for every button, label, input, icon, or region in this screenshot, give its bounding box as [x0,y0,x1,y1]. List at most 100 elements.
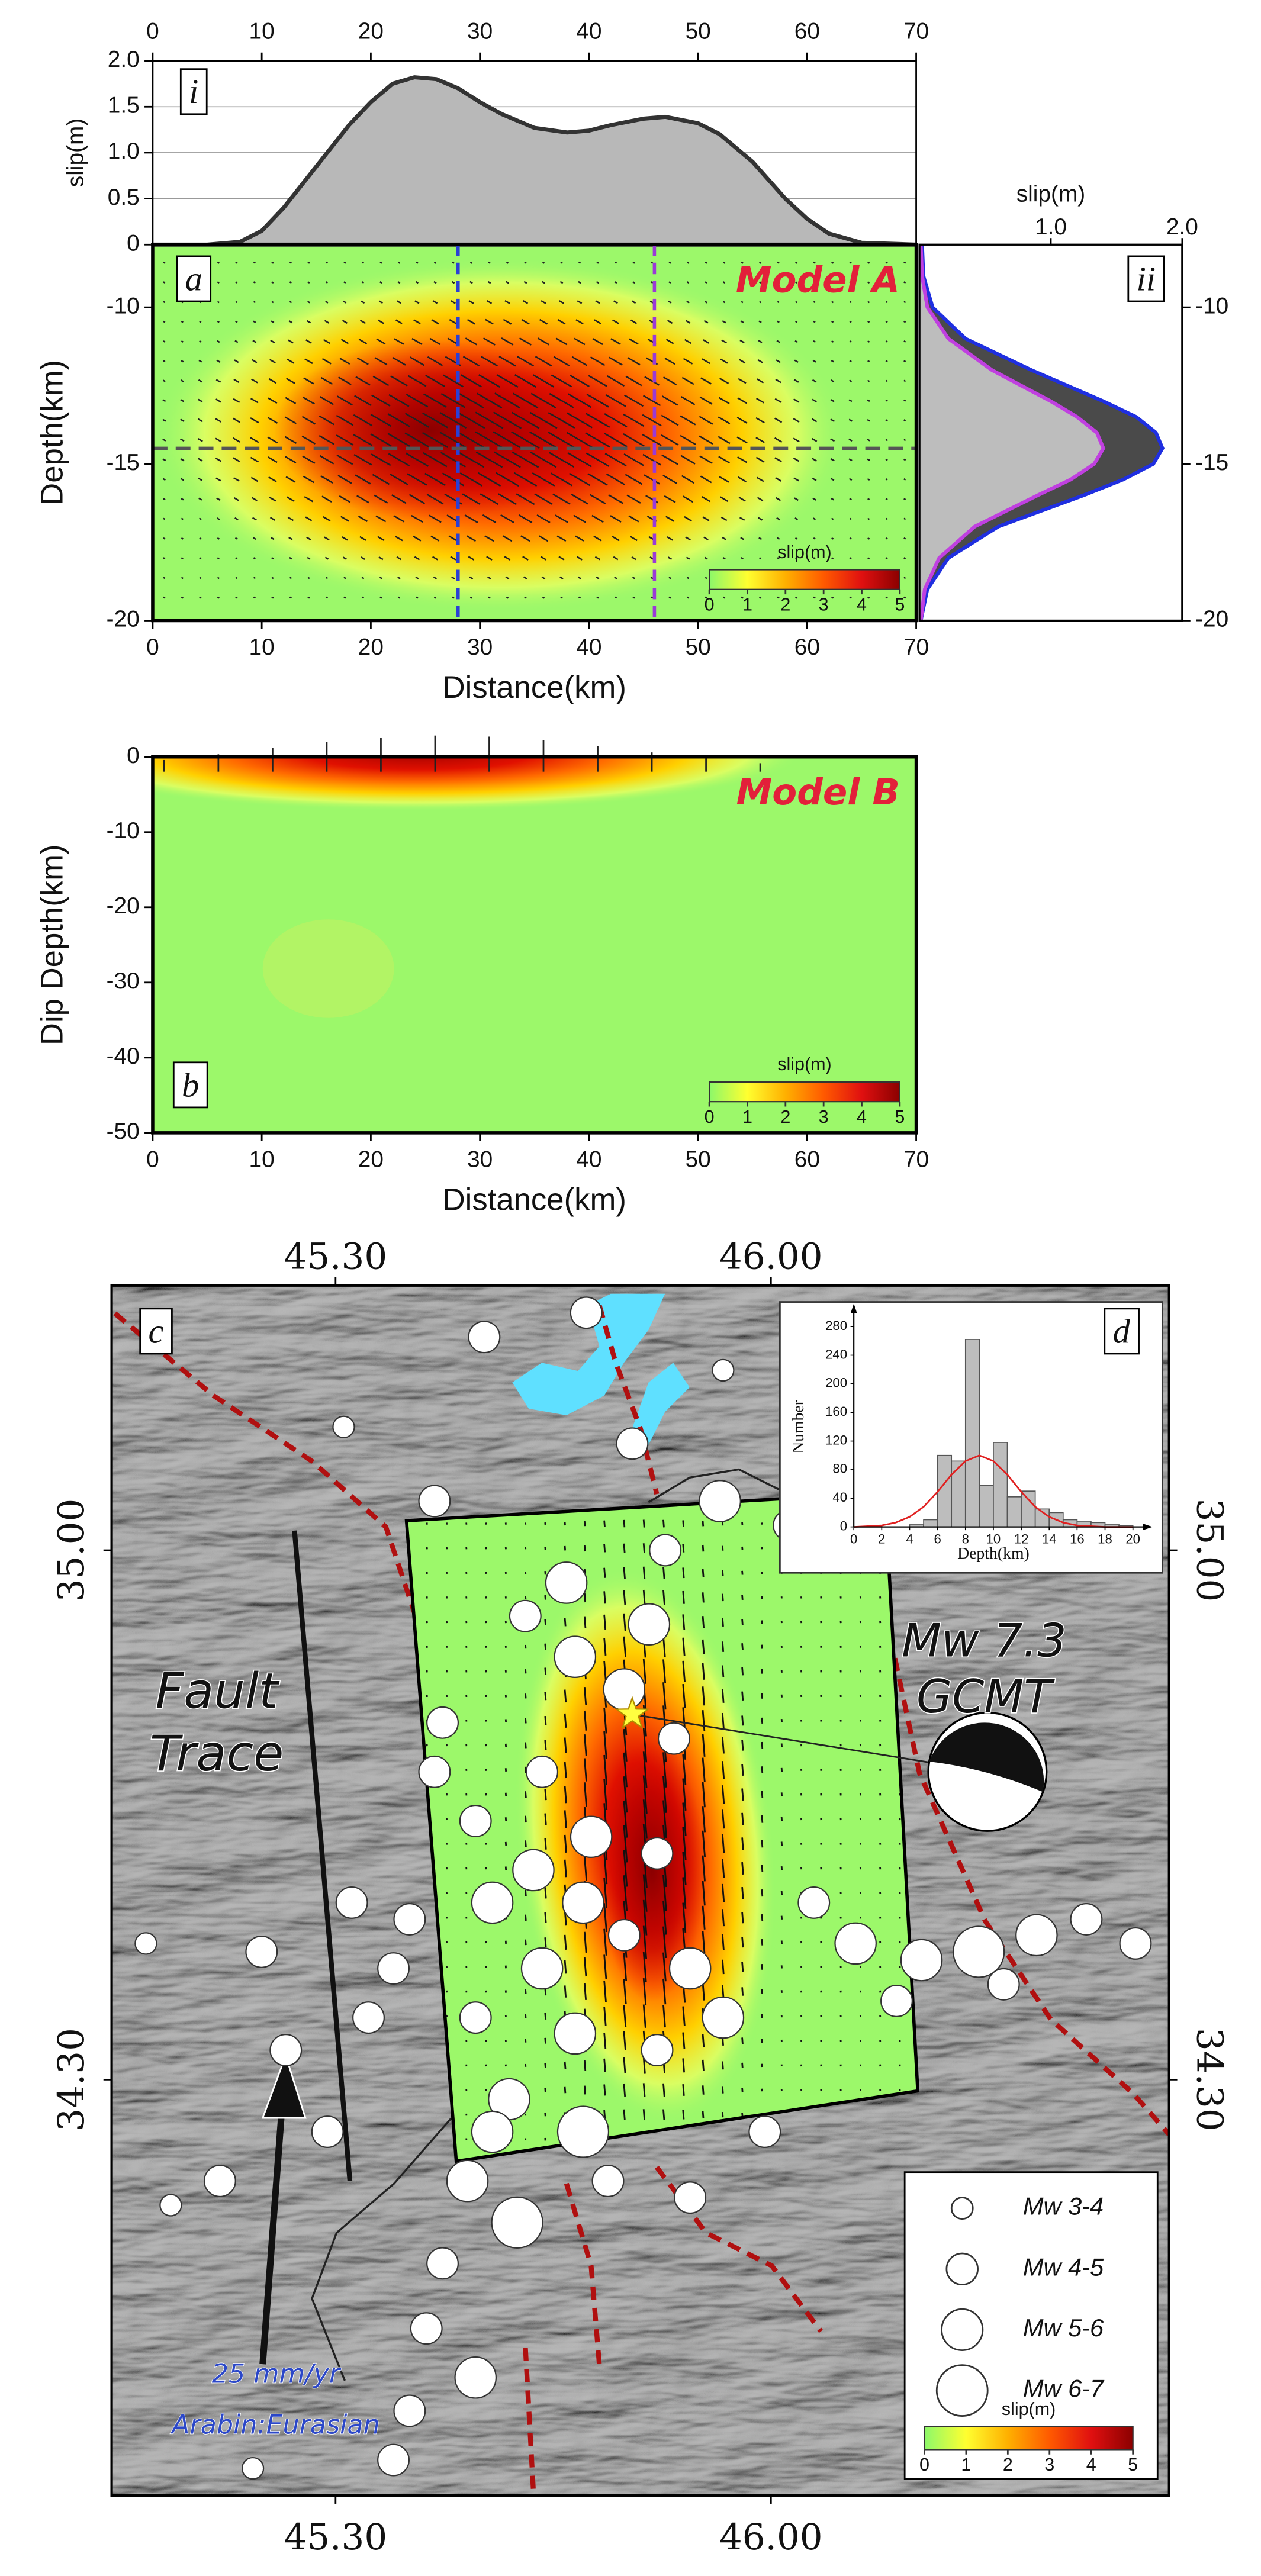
slip-arrow [284,436,297,445]
earthquake [607,1918,641,1952]
colorbar-tick-label: 3 [819,1107,829,1127]
slip-arrow [287,496,295,502]
slip-arrow [163,281,166,284]
slip-arrow [503,318,512,325]
slip-arrow [217,261,220,264]
slip-arrow [163,557,166,559]
slip-arrow [512,392,539,409]
slip-arrow [197,418,203,423]
x-tick-label: 14 [1042,1532,1057,1547]
y-tick-label: -15 [1195,450,1228,475]
slip-arrow [361,261,364,264]
slip-arrow [741,1962,744,1972]
slip-arrow [321,358,332,365]
hist-bar [951,1460,966,1528]
slip-arrow [397,576,401,579]
y-tick-label: 0 [127,231,140,256]
slip-arrow [831,557,834,559]
y-tick-label: 2.0 [108,47,140,72]
slip-arrow [343,596,346,599]
slip-arrow [452,261,455,264]
slip-arrow [485,318,494,325]
slip-arrow [741,556,744,560]
slip-arrow [486,300,493,304]
x-tick-label: 50 [686,635,711,660]
slip-arrow [848,399,853,402]
y-axis-label: Number [789,1400,807,1454]
slip-arrow [721,2086,724,2094]
slip-arrow [252,359,258,363]
slip-arrow [432,300,438,304]
slip-arrow [903,537,906,540]
slip-arrow [452,596,455,599]
slip-arrow [831,517,834,520]
slip-arrow [423,393,447,408]
slip-arrow [458,392,484,408]
slip-arrow [397,261,401,264]
slip-arrow [761,1791,764,1798]
slip-arrow [699,416,713,425]
earthquake [668,1947,712,1990]
slip-arrow [721,1712,725,1728]
slip-arrow [577,576,582,579]
slip-arrow [429,337,441,346]
slip-arrow [271,596,274,599]
slip-arrow [867,537,870,540]
slip-arrow [885,557,888,559]
x-tick-label: 70 [903,19,929,44]
slip-arrow [511,431,540,449]
slip-arrow [668,577,671,579]
slip-arrow [425,375,445,387]
slip-arrow [682,2084,685,2096]
slip-arrow [741,2062,744,2068]
slip-arrow [721,1593,724,1602]
slip-arrow [578,596,581,599]
slip-arrow [486,556,493,561]
slip-arrow [377,319,384,324]
slip-arrow [682,1590,685,1604]
slip-area [150,75,919,247]
slip-arrow [642,1899,648,1936]
slip-arrow [738,496,746,502]
slip-arrow [759,261,762,264]
colorbar-tick-label: 1 [961,2455,971,2475]
slip-arrow [379,281,382,284]
slip-arrow [741,1788,744,1801]
slip-arrow [482,337,496,346]
slip-arrow [702,1639,705,1654]
plate-pair-label: Arabin:Eurasian [170,2410,380,2440]
slip-arrow [567,393,592,408]
slip-arrow [682,2058,686,2073]
slip-arrow [524,261,527,264]
slip-arrow [253,557,256,559]
legend-label: Mw 6-7 [1023,2375,1105,2403]
slip-arrow [721,1761,725,1779]
slip-arrow [361,596,364,599]
slip-arrow [662,1519,665,1528]
slip-arrow [180,438,185,442]
x-tick-label: 20 [1125,1532,1140,1547]
slip-arrow [596,261,599,264]
slip-arrow [812,458,818,462]
slip-arrow [626,494,641,504]
slip-arrow [544,1619,546,1625]
slip-arrow [777,537,780,540]
slip-arrow [662,1636,666,1657]
slip-arrow [680,434,696,445]
slip-arrow [235,301,238,304]
slip-arrow [721,1617,724,1627]
x-tick-label: 16 [1070,1532,1085,1547]
slip-arrow [702,1710,706,1731]
slip-arrow [379,596,382,599]
slip-arrow [235,557,238,559]
colorbar-tick-label: 4 [1086,2455,1096,2475]
earthquake [657,1722,690,1755]
hist-bar [993,1442,1008,1528]
lon-tick-label: 46.00 [719,1236,823,1278]
earthquake [241,2456,265,2480]
slip-arrow [303,377,314,385]
earthquake [377,1952,410,1985]
y-axis-label: Dip Depth(km) [34,844,69,1045]
panel-label-box [139,1308,173,1355]
legend-label: Mw 4-5 [1023,2253,1104,2281]
